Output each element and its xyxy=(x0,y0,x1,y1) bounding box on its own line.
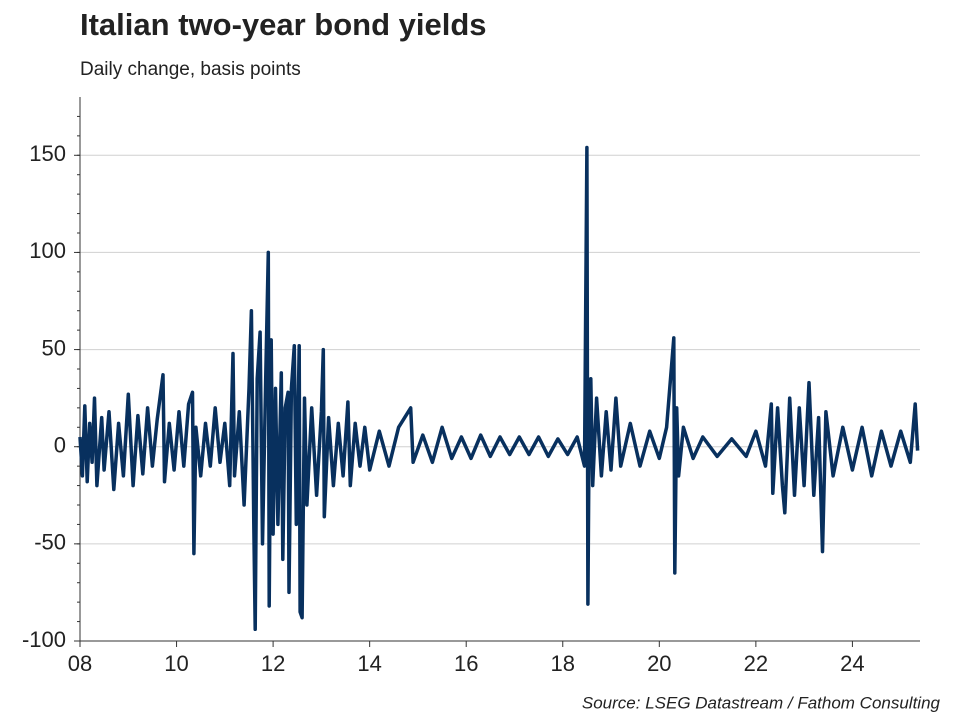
y-tick-label: -100 xyxy=(22,627,66,652)
y-tick-label: 0 xyxy=(54,433,66,458)
y-tick-label: -50 xyxy=(34,530,66,555)
x-tick-label: 16 xyxy=(454,651,478,676)
x-tick-label: 24 xyxy=(840,651,864,676)
x-tick-label: 12 xyxy=(261,651,285,676)
y-tick-label: 100 xyxy=(29,238,66,263)
data-line xyxy=(78,145,920,632)
x-tick-label: 22 xyxy=(744,651,768,676)
y-tick-label: 150 xyxy=(29,141,66,166)
x-tick-label: 18 xyxy=(551,651,575,676)
y-tick-label: 50 xyxy=(42,335,66,360)
x-tick-label: 14 xyxy=(357,651,381,676)
x-tick-label: 10 xyxy=(164,651,188,676)
source-note: Source: LSEG Datastream / Fathom Consult… xyxy=(582,693,941,712)
chart-subtitle: Daily change, basis points xyxy=(80,59,301,80)
x-tick-label: 08 xyxy=(68,651,92,676)
x-tick-label: 20 xyxy=(647,651,671,676)
chart-title: Italian two-year bond yields xyxy=(80,7,487,42)
